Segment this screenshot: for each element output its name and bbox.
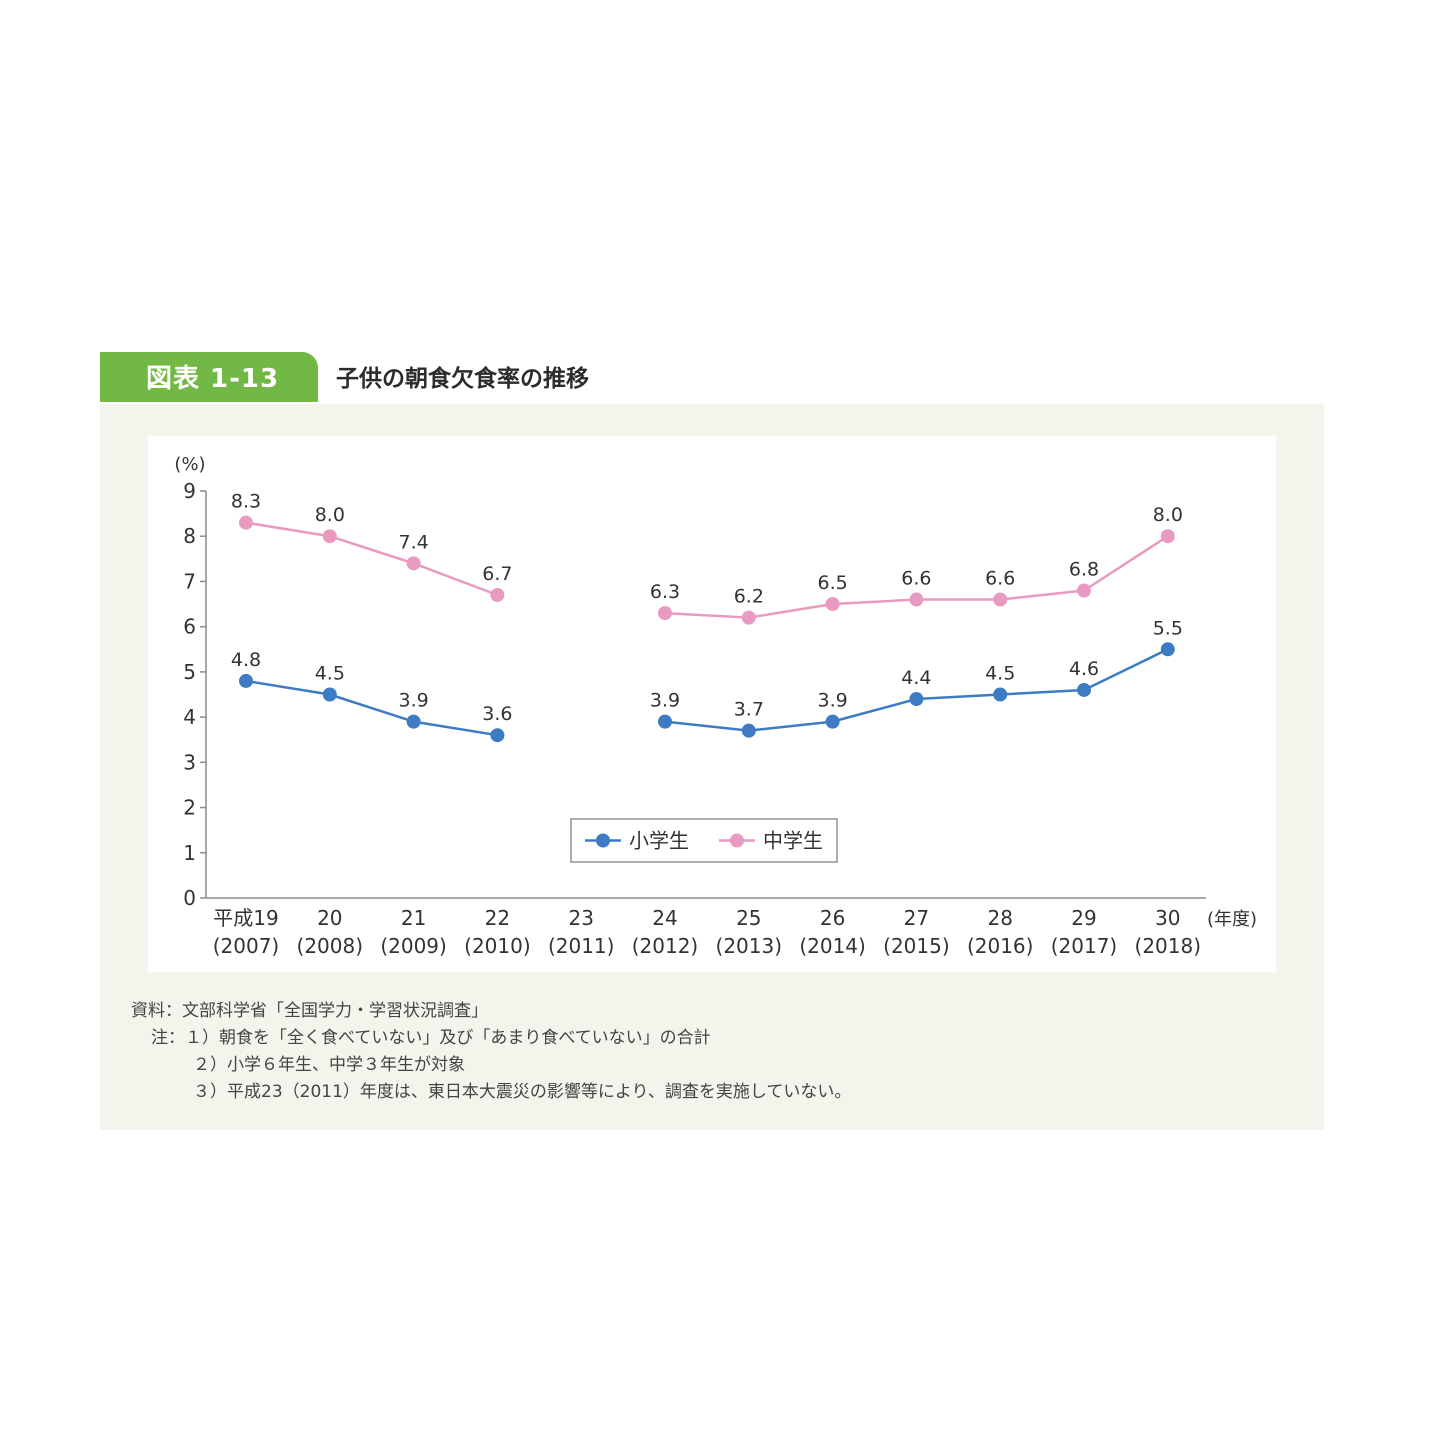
x-tick-label: 27 xyxy=(904,906,929,930)
data-label-junior-high: 6.3 xyxy=(650,581,680,603)
legend-label-elementary: 小学生 xyxy=(629,829,689,853)
notes: 資料：文部科学省「全国学力・学習状況調査」 注：１）朝食を「全く食べていない」及… xyxy=(131,998,851,1106)
data-label-junior-high: 6.6 xyxy=(985,568,1015,590)
y-tick-label: 7 xyxy=(183,569,196,593)
x-tick-label: 30 xyxy=(1155,906,1180,930)
data-point-elementary xyxy=(322,687,337,702)
y-tick-label: 4 xyxy=(183,705,196,729)
data-label-junior-high: 8.3 xyxy=(231,491,261,513)
x-tick-label: 25 xyxy=(736,906,761,930)
x-tick-sublabel: (2011) xyxy=(548,934,615,958)
x-tick-label: 24 xyxy=(652,906,677,930)
data-point-junior-high xyxy=(1077,583,1091,598)
x-tick-label: 28 xyxy=(987,906,1012,930)
series-line-elementary xyxy=(245,679,498,737)
data-label-elementary: 3.6 xyxy=(482,703,512,725)
x-tick-label: 20 xyxy=(317,906,342,930)
plot-box: 0 1 2 3 4 5 6 7 8 9 (%) 平成19 (2007) 20 (2008) 21 (2009) 2… xyxy=(148,436,1276,972)
data-label-junior-high: 6.7 xyxy=(482,563,512,585)
data-point-elementary xyxy=(1160,642,1175,657)
data-point-junior-high xyxy=(909,592,924,607)
data-point-junior-high xyxy=(825,597,840,612)
y-tick-label: 9 xyxy=(183,479,196,503)
figure: 図表 1-13 子供の朝食欠食率の推移 0 1 2 3 4 5 6 7 8 9 (%) 平成19 (20… xyxy=(100,352,1324,1130)
data-point-elementary xyxy=(741,723,756,738)
x-tick-sublabel: (2014) xyxy=(799,934,866,958)
x-tick-sublabel: (2013) xyxy=(716,934,783,958)
data-point-junior-high xyxy=(406,556,421,571)
data-point-junior-high xyxy=(1160,529,1175,544)
y-tick-label: 3 xyxy=(183,750,196,774)
x-tick-sublabel: (2007) xyxy=(213,934,280,958)
legend-marker-elementary xyxy=(596,833,610,848)
x-axis-label: (年度) xyxy=(1207,909,1257,930)
x-tick-label: 平成19 xyxy=(213,906,278,930)
source-note: 資料：文部科学省「全国学力・学習状況調査」 xyxy=(131,1001,488,1021)
data-label-elementary: 3.7 xyxy=(734,699,764,721)
legend-marker-junior-high xyxy=(730,833,744,848)
x-tick-sublabel: (2010) xyxy=(464,934,531,958)
x-tick-sublabel: (2016) xyxy=(967,934,1034,958)
note-2: ２）小学６年生、中学３年生が対象 xyxy=(193,1055,465,1075)
data-point-elementary xyxy=(239,673,253,688)
data-label-elementary: 3.9 xyxy=(817,690,847,712)
x-tick-sublabel: (2018) xyxy=(1135,934,1202,958)
data-point-junior-high xyxy=(239,515,253,530)
data-label-elementary: 4.8 xyxy=(231,649,261,671)
y-tick-label: 8 xyxy=(183,524,196,548)
figure-panel: 0 1 2 3 4 5 6 7 8 9 (%) 平成19 (2007) 20 (2008) 21 (2009) 2… xyxy=(100,404,1324,1130)
data-point-elementary xyxy=(1077,682,1091,697)
note-1: 注：１）朝食を「全く食べていない」及び「あまり食べていない」の合計 xyxy=(151,1028,711,1048)
line-chart: 0123456789(%)平成19(2007)20(2008)21(2009)2… xyxy=(174,454,1257,958)
data-point-elementary xyxy=(993,687,1008,702)
data-label-elementary: 4.5 xyxy=(315,663,345,685)
data-point-elementary xyxy=(909,692,924,707)
data-label-elementary: 5.5 xyxy=(1153,617,1183,639)
data-point-junior-high xyxy=(741,610,756,625)
data-label-junior-high: 6.6 xyxy=(901,568,931,590)
figure-label: 図表 1-13 xyxy=(100,352,318,402)
x-tick-label: 22 xyxy=(485,906,510,930)
figure-title: 子供の朝食欠食率の推移 xyxy=(336,366,589,392)
data-point-elementary xyxy=(490,728,505,743)
x-tick-sublabel: (2009) xyxy=(380,934,447,958)
data-point-elementary xyxy=(825,714,840,729)
x-tick-label: 29 xyxy=(1071,906,1096,930)
data-label-elementary: 4.5 xyxy=(985,663,1015,685)
y-tick-label: 1 xyxy=(183,841,196,865)
data-label-junior-high: 6.5 xyxy=(817,572,847,594)
y-tick-label: 5 xyxy=(183,660,196,684)
x-tick-label: 23 xyxy=(568,906,593,930)
data-label-junior-high: 6.2 xyxy=(734,586,764,608)
x-tick-sublabel: (2015) xyxy=(883,934,950,958)
data-point-junior-high xyxy=(993,592,1008,607)
series-line-junior-high xyxy=(245,521,498,597)
data-label-junior-high: 6.8 xyxy=(1069,558,1099,580)
data-point-junior-high xyxy=(322,529,337,544)
data-label-elementary: 3.9 xyxy=(650,690,680,712)
legend-label-junior-high: 中学生 xyxy=(763,829,823,853)
data-label-junior-high: 8.0 xyxy=(315,504,345,526)
x-tick-label: 21 xyxy=(401,906,426,930)
note-3: ３）平成23（2011）年度は、東日本大震災の影響等により、調査を実施していない… xyxy=(193,1082,852,1102)
y-tick-label: 2 xyxy=(183,796,196,820)
y-tick-label: 0 xyxy=(183,886,196,910)
data-point-junior-high xyxy=(490,588,505,603)
data-point-elementary xyxy=(658,714,672,729)
x-tick-sublabel: (2012) xyxy=(632,934,699,958)
y-axis-label: (%) xyxy=(174,454,205,475)
data-label-elementary: 3.9 xyxy=(398,690,428,712)
data-label-junior-high: 7.4 xyxy=(398,531,428,553)
data-point-junior-high xyxy=(658,606,672,621)
x-tick-sublabel: (2017) xyxy=(1051,934,1118,958)
data-label-elementary: 4.6 xyxy=(1069,658,1099,680)
x-tick-sublabel: (2008) xyxy=(297,934,364,958)
data-label-elementary: 4.4 xyxy=(901,667,931,689)
x-tick-label: 26 xyxy=(820,906,845,930)
data-point-elementary xyxy=(406,714,421,729)
data-label-junior-high: 8.0 xyxy=(1153,504,1183,526)
y-tick-label: 6 xyxy=(183,615,196,639)
